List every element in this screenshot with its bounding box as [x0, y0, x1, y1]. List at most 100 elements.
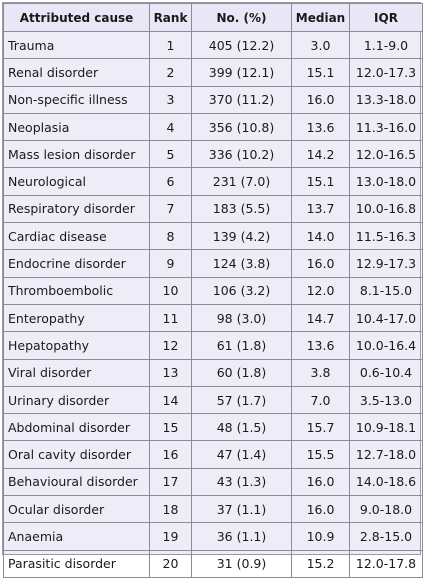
cell-rank: 15: [149, 413, 192, 442]
table-row: Enteropathy 11 98 (3.0) 14.7 10.4-17.0: [3, 303, 423, 333]
cell-median: 15.1: [291, 58, 350, 87]
cell-rank: 1: [149, 30, 192, 60]
cell-median: 14.2: [291, 140, 350, 169]
cell-median: 3.8: [291, 358, 350, 387]
cell-number-percent: 106 (3.2): [191, 276, 292, 305]
table-body: Trauma 1 405 (12.2) 3.0 1.1-9.0 Renal disorde…: [3, 30, 423, 578]
table-row: Anaemia 19 36 (1.1) 10.9 2.8-15.0: [3, 522, 423, 551]
cell-median: 7.0: [291, 385, 350, 415]
cell-median: 3.0: [291, 30, 350, 60]
cell-iqr: 9.0-18.0: [349, 495, 423, 524]
cell-iqr: 10.0-16.4: [349, 331, 423, 360]
cell-attributed-cause: Endocrine disorder: [3, 249, 150, 278]
cell-rank: 2: [149, 58, 192, 87]
cell-median: 15.1: [291, 167, 350, 196]
cell-iqr: 14.0-18.6: [349, 467, 423, 497]
cell-number-percent: 61 (1.8): [191, 331, 292, 360]
cell-number-percent: 124 (3.8): [191, 249, 292, 278]
cell-rank: 4: [149, 112, 192, 142]
cell-number-percent: 47 (1.4): [191, 440, 292, 469]
table-row: Behavioural disorder 17 43 (1.3) 16.0 14.0-1…: [3, 467, 423, 497]
cell-attributed-cause: Enteropathy: [3, 303, 150, 333]
cell-rank: 14: [149, 385, 192, 415]
cell-iqr: 10.0-16.8: [349, 194, 423, 224]
table-row: Cardiac disease 8 139 (4.2) 14.0 11.5-16.3: [3, 222, 423, 251]
cell-iqr: 13.3-18.0: [349, 85, 423, 114]
table-row: Neoplasia 4 356 (10.8) 13.6 11.3-16.0: [3, 112, 423, 142]
cell-attributed-cause: Mass lesion disorder: [3, 140, 150, 169]
cell-median: 16.0: [291, 249, 350, 278]
cell-median: 16.0: [291, 495, 350, 524]
cell-attributed-cause: Neoplasia: [3, 112, 150, 142]
cell-rank: 9: [149, 249, 192, 278]
cell-number-percent: 183 (5.5): [191, 194, 292, 224]
cell-attributed-cause: Neurological: [3, 167, 150, 196]
table-row: Non-specific illness 3 370 (11.2) 16.0 13.3-…: [3, 85, 423, 114]
cell-attributed-cause: Renal disorder: [3, 58, 150, 87]
cell-iqr: 8.1-15.0: [349, 276, 423, 305]
table-row: Parasitic disorder 20 31 (0.9) 15.2 12.0-17.…: [3, 549, 423, 578]
cell-rank: 18: [149, 495, 192, 524]
cell-median: 15.2: [291, 549, 350, 578]
table-row: Endocrine disorder 9 124 (3.8) 16.0 12.9-17.…: [3, 249, 423, 278]
cell-iqr: 1.1-9.0: [349, 30, 423, 60]
cell-rank: 16: [149, 440, 192, 469]
cell-median: 12.0: [291, 276, 350, 305]
header-number-percent: No. (%): [191, 3, 292, 32]
cell-number-percent: 60 (1.8): [191, 358, 292, 387]
header-row: Attributed cause Rank No. (%) Median IQR: [3, 3, 423, 32]
header-attributed-cause: Attributed cause: [3, 3, 150, 32]
table-row: Renal disorder 2 399 (12.1) 15.1 12.0-17.3: [3, 58, 423, 87]
cell-median: 10.9: [291, 522, 350, 551]
cell-number-percent: 48 (1.5): [191, 413, 292, 442]
cell-iqr: 12.7-18.0: [349, 440, 423, 469]
cell-rank: 13: [149, 358, 192, 387]
cell-rank: 19: [149, 522, 192, 551]
cell-iqr: 10.4-17.0: [349, 303, 423, 333]
table-header: Attributed cause Rank No. (%) Median IQR: [3, 3, 423, 32]
cell-attributed-cause: Respiratory disorder: [3, 194, 150, 224]
cell-rank: 5: [149, 140, 192, 169]
cell-number-percent: 37 (1.1): [191, 495, 292, 524]
cell-attributed-cause: Thromboembolic: [3, 276, 150, 305]
cell-number-percent: 36 (1.1): [191, 522, 292, 551]
cell-median: 14.7: [291, 303, 350, 333]
cell-attributed-cause: Anaemia: [3, 522, 150, 551]
cell-number-percent: 231 (7.0): [191, 167, 292, 196]
cell-iqr: 12.0-16.5: [349, 140, 423, 169]
cell-iqr: 13.0-18.0: [349, 167, 423, 196]
cell-iqr: 3.5-13.0: [349, 385, 423, 415]
table-row: Trauma 1 405 (12.2) 3.0 1.1-9.0: [3, 30, 423, 60]
cell-attributed-cause: Ocular disorder: [3, 495, 150, 524]
cell-attributed-cause: Hepatopathy: [3, 331, 150, 360]
cell-median: 13.6: [291, 331, 350, 360]
header-median: Median: [291, 3, 350, 32]
causes-table: Attributed cause Rank No. (%) Median IQR…: [3, 3, 423, 578]
cell-iqr: 12.0-17.8: [349, 549, 423, 578]
cell-iqr: 0.6-10.4: [349, 358, 423, 387]
table-row: Neurological 6 231 (7.0) 15.1 13.0-18.0: [3, 167, 423, 196]
cell-median: 14.0: [291, 222, 350, 251]
table-row: Viral disorder 13 60 (1.8) 3.8 0.6-10.4: [3, 358, 423, 387]
cell-iqr: 10.9-18.1: [349, 413, 423, 442]
cell-rank: 11: [149, 303, 192, 333]
table-row: Respiratory disorder 7 183 (5.5) 13.7 10.0-1…: [3, 194, 423, 224]
cell-attributed-cause: Oral cavity disorder: [3, 440, 150, 469]
cell-rank: 8: [149, 222, 192, 251]
cell-iqr: 12.9-17.3: [349, 249, 423, 278]
cell-number-percent: 336 (10.2): [191, 140, 292, 169]
header-rank: Rank: [149, 3, 192, 32]
cell-attributed-cause: Behavioural disorder: [3, 467, 150, 497]
cell-attributed-cause: Urinary disorder: [3, 385, 150, 415]
cell-iqr: 11.5-16.3: [349, 222, 423, 251]
table-row: Ocular disorder 18 37 (1.1) 16.0 9.0-18.0: [3, 495, 423, 524]
cell-attributed-cause: Parasitic disorder: [3, 549, 150, 578]
cell-iqr: 11.3-16.0: [349, 112, 423, 142]
cell-attributed-cause: Non-specific illness: [3, 85, 150, 114]
cell-median: 15.7: [291, 413, 350, 442]
table-row: Oral cavity disorder 16 47 (1.4) 15.5 12.7-1…: [3, 440, 423, 469]
cell-rank: 20: [149, 549, 192, 578]
cell-number-percent: 356 (10.8): [191, 112, 292, 142]
header-iqr: IQR: [349, 3, 423, 32]
